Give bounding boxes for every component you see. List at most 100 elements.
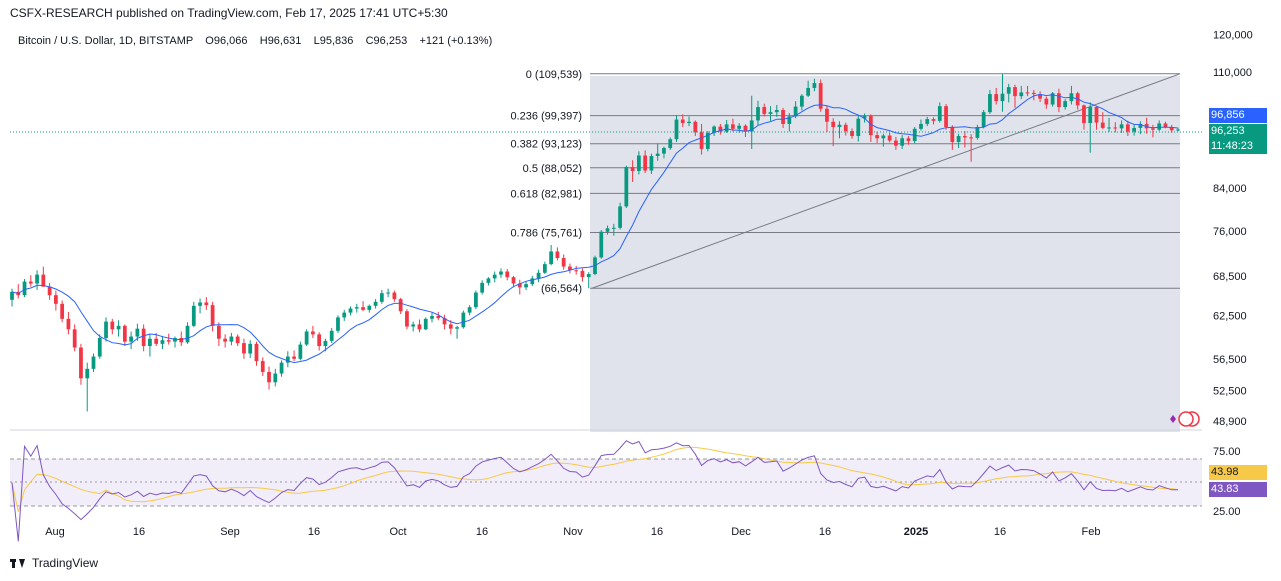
candle-body xyxy=(417,324,422,330)
candle-body xyxy=(887,135,892,141)
candle-body xyxy=(1094,107,1099,123)
candle-body xyxy=(605,228,610,232)
candle-body xyxy=(160,340,165,344)
candle-body xyxy=(448,324,453,329)
candle-body xyxy=(348,308,353,313)
candle-body xyxy=(1063,101,1068,108)
footer-brand[interactable]: TradingView xyxy=(10,556,98,570)
time-tick-label: 16 xyxy=(133,526,145,538)
symbol-legend: Bitcoin / U.S. Dollar, 1D, BITSTAMP O96,… xyxy=(18,35,492,47)
time-tick-label: 16 xyxy=(651,526,663,538)
candle-body xyxy=(223,338,228,342)
candle-body xyxy=(60,303,65,319)
candle-body xyxy=(743,125,748,132)
candle-body xyxy=(536,272,541,279)
candle-body xyxy=(97,337,102,357)
event-flag-icon[interactable] xyxy=(1178,411,1194,427)
candle-body xyxy=(881,135,886,139)
price-tick-label: 76,000 xyxy=(1213,226,1247,238)
candle-body xyxy=(47,286,52,296)
candle-body xyxy=(185,325,190,343)
candle-body xyxy=(505,271,510,278)
candle-body xyxy=(1000,93,1005,102)
time-axis[interactable]: Aug 16 Sep 16 Oct 16 Nov 16 Dec 16 2025 16 Feb xyxy=(45,526,1100,538)
price-axis[interactable]: 120,000 110,000 84,000 76,000 68,500 62,500 56… xyxy=(1213,30,1253,428)
candle-body xyxy=(22,281,27,296)
candle-body xyxy=(724,124,729,132)
candle-body xyxy=(549,251,553,265)
candle-body xyxy=(423,318,428,330)
candle-body xyxy=(699,132,704,149)
candle-body xyxy=(668,139,673,148)
rsi-line xyxy=(11,440,1179,542)
candle-body xyxy=(599,231,604,258)
candle-body xyxy=(611,227,616,229)
star-icon[interactable] xyxy=(1170,415,1176,423)
candle-body xyxy=(831,121,836,128)
candle-body xyxy=(273,373,278,383)
candle-body xyxy=(768,112,773,114)
candle-body xyxy=(1176,129,1180,131)
candle-body xyxy=(304,331,309,345)
candle-body xyxy=(311,331,315,335)
candle-body xyxy=(1119,124,1124,129)
candle-body xyxy=(436,316,441,319)
candle-body xyxy=(994,94,999,102)
candle-body xyxy=(442,318,447,325)
last-price-value: 96,253 xyxy=(1211,125,1245,137)
candle-body xyxy=(66,318,71,330)
candle-body xyxy=(618,206,622,228)
candle-body xyxy=(756,107,760,121)
candle-body xyxy=(944,106,948,128)
candle-body xyxy=(925,119,930,124)
price-tick-label: 110,000 xyxy=(1213,67,1252,79)
candle-body xyxy=(511,277,516,284)
candle-body xyxy=(950,127,955,142)
trendline[interactable] xyxy=(591,73,1181,289)
candle-body xyxy=(825,108,829,122)
time-tick-label: Oct xyxy=(389,526,406,538)
candle-body xyxy=(586,274,591,278)
candle-body xyxy=(1025,92,1030,94)
candle-body xyxy=(1132,127,1136,132)
candle-body xyxy=(411,324,416,327)
flag-icons[interactable] xyxy=(1170,411,1200,427)
candle-body xyxy=(317,334,322,347)
candle-body xyxy=(85,368,90,379)
candle-body xyxy=(129,336,133,342)
candle-body xyxy=(637,155,641,172)
symbol-name[interactable]: Bitcoin / U.S. Dollar, 1D, BITSTAMP xyxy=(18,35,194,47)
candle-body xyxy=(361,307,365,310)
brand-label: TradingView xyxy=(32,556,99,570)
candle-body xyxy=(568,266,572,271)
last-price-badge: 96,253 11:48:23 xyxy=(1209,124,1267,154)
candle-body xyxy=(555,251,560,259)
candle-body xyxy=(198,302,202,306)
candle-body xyxy=(1044,98,1049,105)
candle-body xyxy=(856,118,861,137)
candle-body xyxy=(492,274,497,279)
candle-body xyxy=(1038,94,1042,99)
candle-body xyxy=(906,138,911,142)
candle-body xyxy=(981,112,986,128)
time-tick-label: 2025 xyxy=(904,526,928,538)
candle-body xyxy=(718,126,723,132)
time-tick-label: Sep xyxy=(220,526,240,538)
candle-body xyxy=(72,329,77,348)
candle-body xyxy=(248,343,253,354)
candle-body xyxy=(392,292,397,300)
candle-body xyxy=(1169,127,1174,131)
candle-body xyxy=(643,155,648,171)
price-tick-label: 120,000 xyxy=(1213,30,1253,42)
candle-body xyxy=(812,83,817,88)
candle-body xyxy=(1031,92,1036,95)
candle-body xyxy=(154,338,159,344)
candle-body xyxy=(806,87,811,96)
candle-body xyxy=(166,340,171,342)
ohlc-close: C96,253 xyxy=(365,35,408,47)
candle-body xyxy=(1151,128,1155,130)
rsi-tick-label: 25.00 xyxy=(1213,506,1241,518)
candle-body xyxy=(122,325,127,342)
candle-body xyxy=(774,110,779,113)
